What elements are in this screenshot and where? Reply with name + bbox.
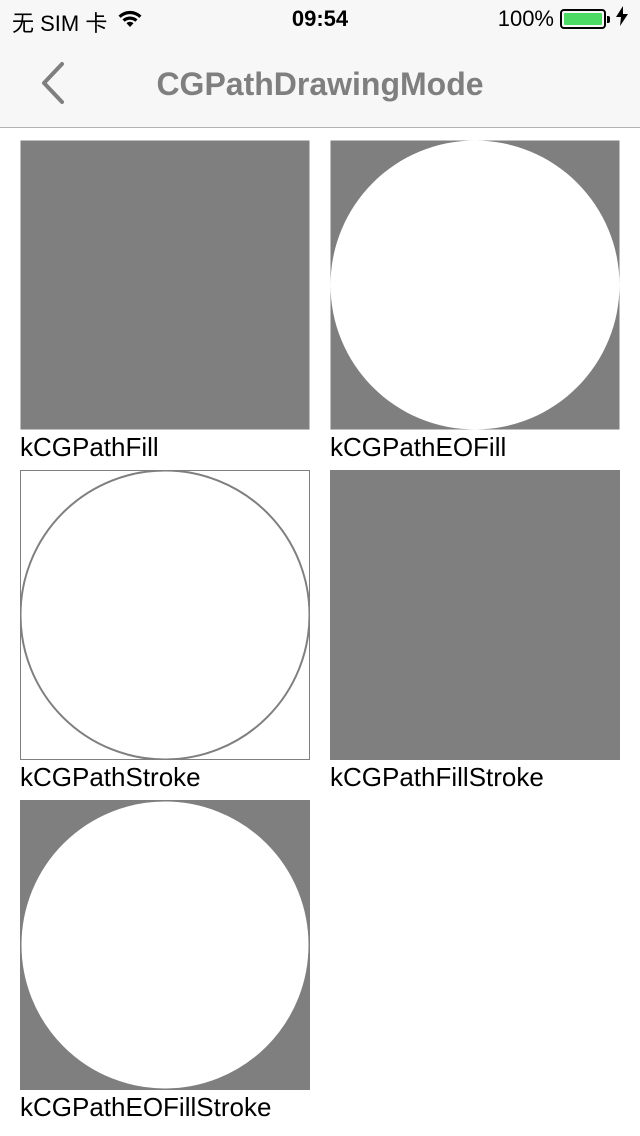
- circle-path: [20, 800, 310, 1090]
- sample-label: kCGPathFillStroke: [330, 762, 544, 792]
- sample-canvas: [330, 470, 620, 760]
- sample-canvas: [20, 140, 310, 430]
- circle-path: [330, 140, 620, 430]
- charging-bolt-icon: [616, 6, 628, 32]
- carrier-label: 无 SIM 卡: [12, 11, 108, 36]
- sample-label: kCGPathEOFill: [330, 432, 507, 462]
- navigation-bar: CGPathDrawingMode: [0, 40, 640, 128]
- sample-canvas: [330, 140, 620, 430]
- back-button[interactable]: [30, 58, 80, 108]
- chevron-left-icon: [42, 62, 64, 104]
- status-left: 无 SIM 卡: [12, 6, 143, 38]
- battery-percent: 100%: [497, 6, 554, 31]
- status-right: 100%: [498, 6, 628, 32]
- circle-path: [20, 470, 310, 760]
- status-bar: 无 SIM 卡 09:54 100%: [0, 0, 640, 40]
- sample-canvas: [20, 800, 310, 1090]
- page-title: CGPathDrawingMode: [156, 66, 484, 102]
- sample-label: kCGPathStroke: [20, 762, 201, 792]
- wifi-icon: [117, 9, 143, 35]
- square-path: [330, 470, 620, 760]
- battery-icon: [560, 9, 610, 29]
- square-path: [20, 140, 310, 430]
- square-path: [20, 470, 310, 760]
- status-time: 09:54: [291, 6, 349, 31]
- sample-label: kCGPathFill: [20, 432, 159, 462]
- sample-canvas: [20, 470, 310, 760]
- sample-label: kCGPathEOFillStroke: [20, 1092, 272, 1122]
